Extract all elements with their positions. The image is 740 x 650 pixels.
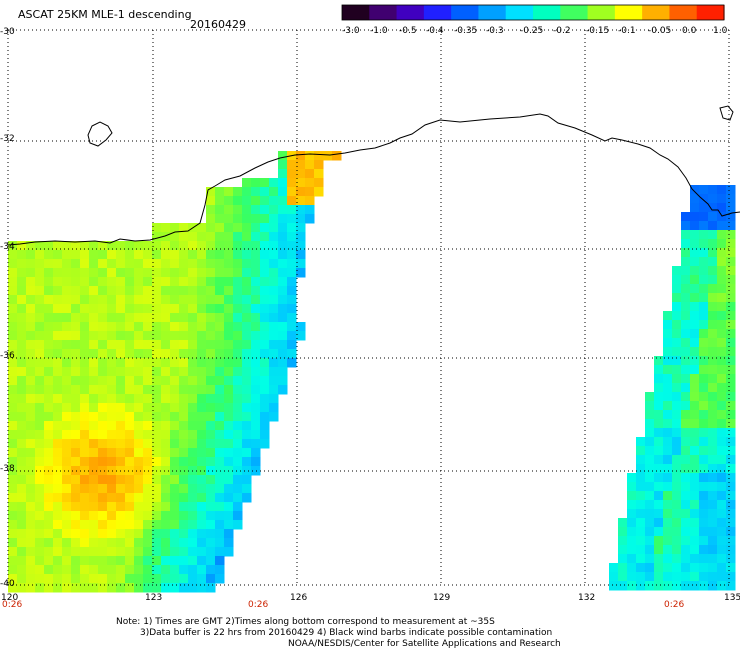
colorbar-segment xyxy=(642,5,671,20)
map-title: ASCAT 25KM MLE-1 descending xyxy=(18,8,192,21)
colorbar-label: -3.0 xyxy=(342,26,360,36)
lat-label: -30 xyxy=(0,27,15,37)
note-line-1: Note: 1) Times are GMT 2)Times along bot… xyxy=(116,617,495,627)
colorbar-label: -1.0 xyxy=(370,26,388,36)
colorbar-segment xyxy=(451,5,480,20)
pass-time: 0:26 xyxy=(2,600,23,610)
colorbar-segment xyxy=(478,5,507,20)
colorbar-label: -0.4 xyxy=(426,26,444,36)
colorbar-label: -0.5 xyxy=(399,26,417,36)
colorbar-label: -0.1 xyxy=(618,26,636,36)
colorbar-segment xyxy=(423,5,452,20)
lon-label: 120 xyxy=(1,593,19,603)
colorbar-segment xyxy=(369,5,398,20)
note-line-2: 3)Data buffer is 22 hrs from 20160429 4)… xyxy=(140,628,553,638)
lon-label: 129 xyxy=(433,593,451,603)
lon-label: 132 xyxy=(578,593,596,603)
colorbar-segment xyxy=(396,5,425,20)
colorbar xyxy=(341,4,725,21)
lat-label: -32 xyxy=(0,134,15,144)
colorbar-label: -0.35 xyxy=(454,26,478,36)
australia-coastline xyxy=(7,113,740,246)
colorbar-label: 1.0 xyxy=(713,26,728,36)
colorbar-segment xyxy=(560,5,589,20)
lat-label: -40 xyxy=(0,579,15,589)
colorbar-label: 0.0 xyxy=(682,26,697,36)
colorbar-label: -0.3 xyxy=(486,26,504,36)
colorbar-segment xyxy=(669,5,698,20)
lon-label: 126 xyxy=(290,593,308,603)
colorbar-segment xyxy=(505,5,534,20)
lat-label: -38 xyxy=(0,464,15,474)
colorbar-label: -0.25 xyxy=(520,26,544,36)
lon-label: 135 xyxy=(724,593,740,603)
colorbar-label: -0.05 xyxy=(648,26,672,36)
colorbar-label: -0.2 xyxy=(553,26,571,36)
note-line-3: NOAA/NESDIS/Center for Satellite Applica… xyxy=(288,639,561,649)
colorbar-label: -0.15 xyxy=(586,26,610,36)
colorbar-segment xyxy=(533,5,561,20)
colorbar-frame xyxy=(341,4,725,21)
lon-label: 123 xyxy=(145,593,163,603)
colorbar-segment xyxy=(614,5,643,20)
scatterometer-swaths xyxy=(8,151,736,593)
island-shape xyxy=(719,105,734,121)
lat-lon-grid xyxy=(7,29,730,586)
colorbar-segment xyxy=(587,5,616,20)
pass-time: 0:26 xyxy=(664,600,685,610)
colorbar-segment xyxy=(696,5,725,20)
lat-label: -36 xyxy=(0,351,15,361)
map-date: 20160429 xyxy=(190,18,246,31)
lat-label: -34 xyxy=(0,242,15,252)
pass-time: 0:26 xyxy=(248,600,269,610)
colorbar-segment xyxy=(342,5,370,20)
island-shape xyxy=(87,121,113,147)
